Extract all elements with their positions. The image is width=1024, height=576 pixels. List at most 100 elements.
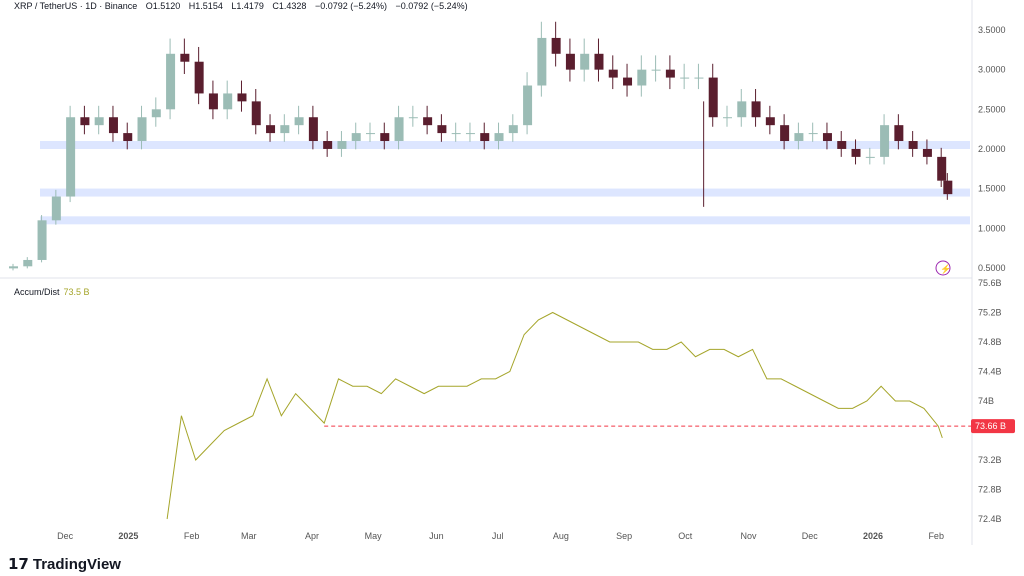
price-tick: 0.5000	[978, 263, 1006, 273]
candle	[565, 53, 575, 70]
candle	[194, 61, 204, 94]
logo-text: TradingView	[32, 556, 121, 573]
time-tick: Apr	[305, 531, 319, 541]
candle	[180, 53, 190, 62]
candle	[680, 77, 690, 79]
candle	[794, 133, 804, 142]
candle	[851, 148, 861, 157]
candle	[922, 148, 932, 157]
support-zone-0	[40, 140, 970, 149]
candle	[608, 69, 618, 78]
candle	[280, 125, 290, 134]
candle	[465, 133, 475, 135]
candle	[137, 117, 147, 142]
candle	[480, 133, 490, 142]
symbol-title[interactable]: XRP / TetherUS · 1D · Binance	[14, 1, 138, 11]
time-tick: Feb	[928, 531, 944, 541]
time-tick: Feb	[184, 531, 200, 541]
candle	[594, 53, 604, 70]
candle	[865, 156, 875, 158]
candle	[494, 133, 504, 142]
indicator-value: 73.5 B	[63, 287, 90, 297]
time-tick: Oct	[678, 531, 693, 541]
price-tick: 2.0000	[978, 144, 1006, 154]
candle	[351, 133, 361, 142]
indicator-name: Accum/Dist	[14, 287, 60, 297]
support-zone-1	[40, 188, 970, 197]
indicator-legend[interactable]: Accum/Dist 73.5 B	[14, 287, 90, 297]
candle	[537, 37, 547, 86]
candle	[66, 117, 76, 197]
candle	[808, 133, 818, 135]
candle	[451, 133, 461, 135]
candle	[266, 125, 276, 134]
candle	[623, 77, 633, 86]
logo-mark-icon: 𝟭𝟳	[8, 556, 29, 573]
candle	[308, 117, 318, 142]
candle	[366, 133, 375, 135]
time-tick: Dec	[802, 531, 819, 541]
ad-tick: 74.8B	[978, 337, 1002, 347]
candle	[380, 133, 390, 142]
support-zone-2	[40, 216, 970, 225]
time-tick: Aug	[553, 531, 569, 541]
candle	[251, 101, 261, 126]
open-value: O1.5120	[145, 1, 181, 11]
candle	[837, 141, 847, 149]
candle	[237, 93, 247, 102]
candle	[51, 196, 61, 221]
ad-tick: 75.2B	[978, 308, 1002, 318]
candle	[523, 85, 533, 126]
candle	[423, 117, 433, 126]
candle	[708, 77, 718, 118]
price-tick: 3.0000	[978, 65, 1006, 75]
candle	[723, 117, 732, 119]
candle	[123, 133, 133, 142]
time-tick: Dec	[57, 531, 74, 541]
ad-tick: 72.4B	[978, 514, 1002, 524]
ad-tick: 74B	[978, 396, 994, 406]
change-value: −0.0792 (−5.24%)	[314, 1, 388, 11]
time-tick: May	[365, 531, 383, 541]
candle	[223, 93, 233, 110]
time-tick: Jul	[492, 531, 504, 541]
low-value: L1.4179	[231, 1, 264, 11]
ad-tick: 74.4B	[978, 367, 1002, 377]
candle	[694, 77, 704, 79]
candle	[208, 93, 218, 110]
ad-tick: 72.8B	[978, 485, 1002, 495]
time-tick: Nov	[741, 531, 758, 541]
candle	[765, 117, 775, 126]
candle	[822, 133, 832, 142]
chart-canvas[interactable]: 3.5000 3.0000 2.5000 2.0000 1.5000 1.0000 0.50…	[0, 0, 1024, 556]
candle	[437, 125, 447, 134]
candle	[551, 37, 561, 54]
candle	[23, 259, 33, 267]
time-tick: 2025	[118, 531, 138, 541]
candle	[108, 117, 118, 134]
candle	[880, 125, 890, 157]
candle	[323, 141, 333, 149]
candle	[508, 125, 518, 134]
candle	[9, 266, 18, 269]
price-tick: 2.5000	[978, 104, 1006, 114]
candle	[651, 69, 661, 71]
change-value-2: −0.0792 (−5.24%)	[395, 1, 468, 11]
ad-line	[166, 311, 943, 520]
candle	[166, 53, 176, 110]
ad-tick: 73.2B	[978, 455, 1002, 465]
price-tick: 1.0000	[978, 223, 1006, 233]
tradingview-logo: 𝟭𝟳 TradingView	[8, 556, 121, 573]
candle	[737, 101, 747, 118]
candle	[37, 220, 47, 260]
candle	[337, 141, 347, 149]
candle	[580, 53, 590, 70]
candle	[751, 101, 761, 118]
ad-tick: 75.6B	[978, 278, 1002, 288]
candle	[908, 141, 918, 149]
candle	[394, 117, 404, 142]
high-value: H1.5154	[188, 1, 223, 11]
lightning-icon-glyph: ⚡	[940, 263, 951, 275]
candle	[408, 117, 418, 119]
close-value: C1.4328	[272, 1, 307, 11]
